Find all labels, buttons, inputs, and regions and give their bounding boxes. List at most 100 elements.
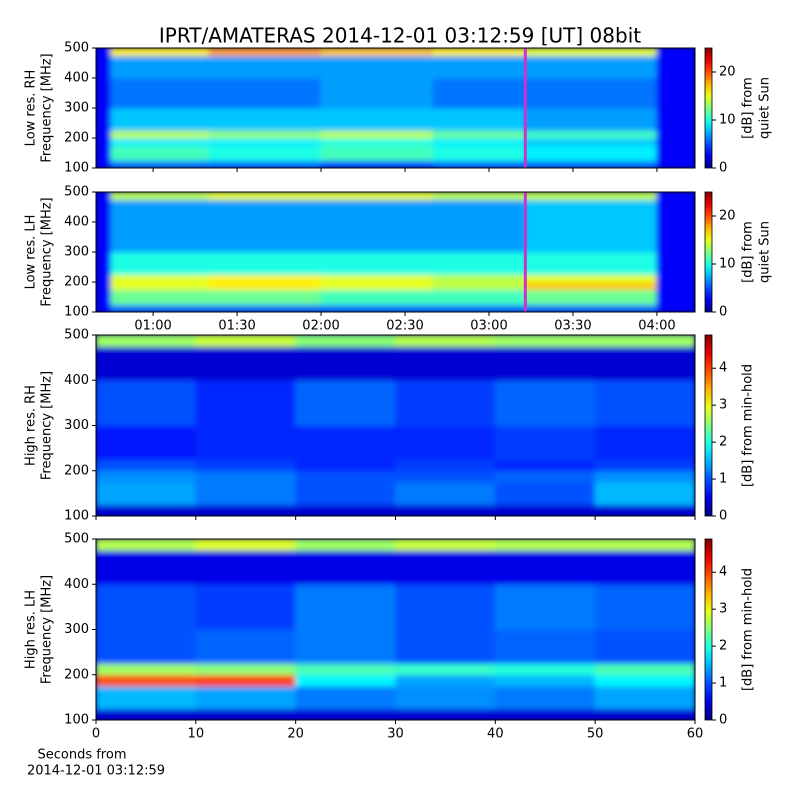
heatmap-cell: [208, 221, 322, 253]
heatmap-cell: [295, 470, 396, 483]
y-tick-label: 500: [64, 532, 89, 547]
heatmap-cell: [295, 481, 396, 506]
heatmap-cell: [208, 304, 322, 312]
heatmap-cell: [656, 289, 695, 305]
heatmap-cell: [295, 539, 396, 551]
heatmap-cell: [594, 335, 695, 347]
colorbar-tick-label: 1: [719, 676, 727, 691]
heatmap-cell: [494, 379, 596, 426]
heatmap-cell: [195, 685, 297, 710]
heatmap-cell: [110, 145, 210, 161]
heatmap-cell: [656, 251, 695, 275]
colorbar-tick-label: 10: [719, 257, 736, 272]
heatmap-cell: [494, 549, 596, 585]
colorbar-tick-label: 0: [719, 713, 727, 728]
heatmap-cell: [96, 281, 112, 290]
y-tick-label: 500: [64, 41, 89, 56]
heatmap-cell: [524, 199, 658, 223]
colorbar-tick-label: 1: [719, 472, 727, 487]
heatmap-cell: [208, 199, 322, 223]
heatmap-cell: [524, 221, 658, 253]
heatmap-cell: [96, 199, 112, 223]
y-tick-label: 100: [64, 509, 89, 524]
heatmap-cell: [195, 662, 297, 676]
y-tick-label: 100: [64, 161, 89, 176]
heatmap-cell: [295, 504, 396, 516]
heatmap-cell: [395, 583, 496, 630]
heatmap-cells: [96, 539, 695, 720]
heatmap-cell: [395, 379, 496, 426]
heatmap-cell: [494, 504, 596, 516]
heatmap-cell: [494, 425, 596, 460]
x-tick-label: 02:00: [302, 319, 339, 334]
heatmap-cell: [494, 470, 596, 483]
heatmap-cell: [96, 48, 112, 56]
heatmap-cell: [96, 145, 112, 161]
heatmap-cell: [295, 425, 396, 460]
heatmap-cell: [195, 629, 297, 664]
heatmap-cell: [494, 674, 596, 687]
colorbar-label: [dB] from min-hold: [741, 364, 756, 487]
x-tick-label: 50: [587, 727, 604, 742]
colorbar-tick-label: 3: [719, 398, 727, 413]
heatmap-cell: [395, 629, 496, 664]
x-tick-label: 30: [387, 727, 404, 742]
colorbar-tick-label: 2: [719, 639, 727, 654]
heatmap-cell: [110, 130, 210, 139]
y-tick-label: 500: [64, 328, 89, 343]
heatmap-cell: [656, 281, 695, 290]
y-axis-label: Low res. LH: [24, 215, 39, 290]
heatmap-cell: [524, 160, 658, 168]
heatmap-cell: [395, 425, 496, 460]
heatmap-cell: [96, 504, 197, 516]
heatmap-cell: [320, 221, 434, 253]
heatmap-cell: [432, 274, 526, 283]
colorbar: [704, 538, 713, 721]
heatmap-cell: [208, 107, 322, 131]
heatmap-cell: [395, 458, 496, 472]
heatmap-cell: [96, 549, 197, 585]
heatmap-cell: [195, 504, 297, 516]
heatmap-cell: [96, 470, 197, 483]
heatmap-cell: [320, 251, 434, 275]
heatmap-cell: [96, 425, 197, 460]
heatmap: [96, 48, 695, 168]
heatmap-cell: [96, 130, 112, 139]
heatmap-cell: [594, 425, 695, 460]
x-tick-label: 20: [287, 727, 304, 742]
heatmap-cell: [524, 274, 658, 283]
heatmap-cell: [524, 130, 658, 139]
y-tick-label: 300: [64, 622, 89, 637]
heatmap-cell: [494, 629, 596, 664]
heatmap-cell: [96, 379, 197, 426]
heatmap-cell: [656, 137, 695, 146]
heatmap-cell: [320, 281, 434, 290]
heatmap-cell: [96, 345, 197, 381]
heatmap-cells: [96, 335, 695, 516]
heatmap-cell: [524, 289, 658, 305]
heatmap-cell: [208, 55, 322, 79]
heatmap-cell: [494, 685, 596, 710]
x-tick-label: 40: [487, 727, 504, 742]
heatmap-cell: [656, 48, 695, 56]
y-tick-label: 100: [64, 305, 89, 320]
heatmap-cell: [96, 304, 112, 312]
heatmap-cell: [656, 221, 695, 253]
heatmap-cell: [524, 107, 658, 131]
heatmap-cell: [320, 77, 434, 109]
heatmap-cell: [320, 107, 434, 131]
heatmap-cell: [524, 137, 658, 146]
heatmap-cell: [656, 274, 695, 283]
colorbar-label: quiet Sun: [758, 77, 773, 139]
heatmap-cell: [594, 539, 695, 551]
heatmap-cell: [524, 145, 658, 161]
heatmap-cell: [320, 199, 434, 223]
heatmap-cell: [395, 662, 496, 676]
heatmap: [96, 539, 695, 720]
heatmap-cell: [208, 137, 322, 146]
heatmap-cell: [656, 145, 695, 161]
heatmap-cell: [96, 221, 112, 253]
heatmap-cell: [432, 77, 526, 109]
heatmap-cell: [594, 470, 695, 483]
